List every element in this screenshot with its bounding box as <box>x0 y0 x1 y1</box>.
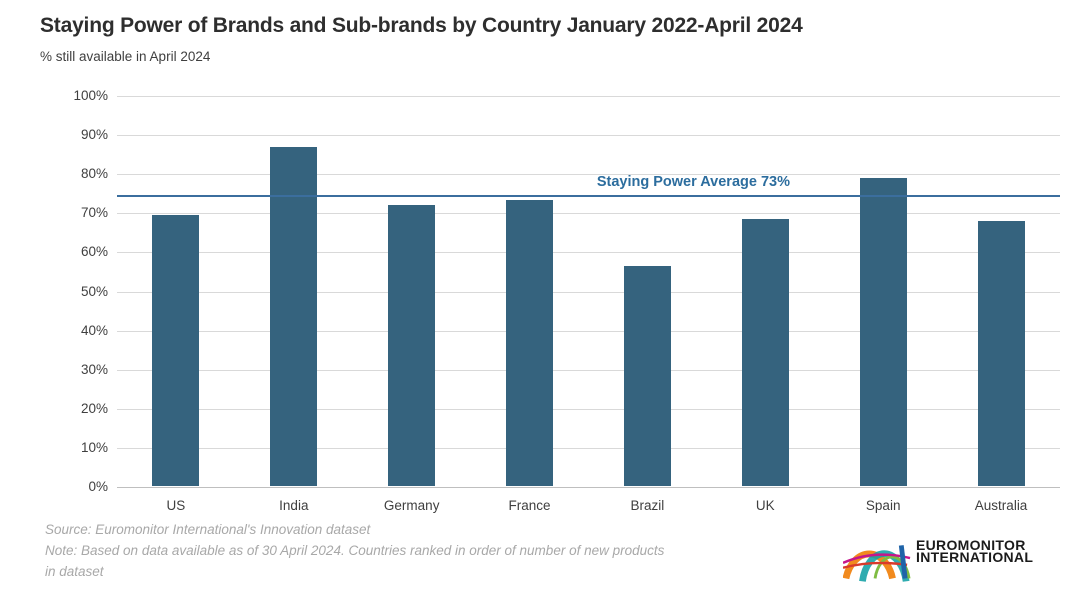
gridline <box>117 252 1060 254</box>
x-axis-tick-label: UK <box>755 498 775 513</box>
average-line <box>117 195 1060 198</box>
y-axis-tick-label: 70% <box>80 205 108 221</box>
x-axis-line <box>117 487 1060 488</box>
y-axis-tick-label: 80% <box>80 166 108 182</box>
source-note: Source: Euromonitor International's Inno… <box>45 519 664 582</box>
x-axis-tick-label: India <box>279 498 309 513</box>
gridline <box>117 330 1060 332</box>
chart-title: Staying Power of Brands and Sub-brands b… <box>40 14 803 37</box>
source-note-line: Source: Euromonitor International's Inno… <box>45 522 371 537</box>
x-axis-tick-label: France <box>508 498 551 513</box>
y-axis-tick-label: 0% <box>88 479 108 494</box>
bar-spain <box>859 178 907 486</box>
y-axis-tick-label: 40% <box>80 322 108 338</box>
gridline <box>117 291 1060 293</box>
bar-uk <box>741 219 789 486</box>
euromonitor-logo-mark-icon <box>843 545 911 582</box>
gridline <box>117 213 1060 215</box>
bar-us <box>152 215 200 486</box>
source-note-line: in dataset <box>45 564 104 579</box>
gridline <box>117 369 1060 371</box>
gridline <box>117 408 1060 410</box>
gridline <box>117 447 1060 449</box>
x-axis-tick-label: Australia <box>974 498 1028 513</box>
logo-text-line1: EUROMONITOR <box>916 537 1026 553</box>
bar-france <box>506 199 554 486</box>
gridline <box>117 174 1060 176</box>
y-axis-tick-label: 10% <box>80 439 108 455</box>
logo-text-line2: INTERNATIONAL <box>916 548 1034 565</box>
y-axis-tick-label: 60% <box>80 244 108 260</box>
average-line-label: Staying Power Average 73% <box>596 174 790 190</box>
bar-brazil <box>623 266 671 486</box>
euromonitor-logo: EUROMONITOR INTERNATIONAL <box>843 536 1033 582</box>
gridline <box>117 96 1060 97</box>
x-axis-tick-label: Spain <box>865 498 901 513</box>
x-axis-tick-label: Germany <box>383 498 440 513</box>
x-axis-tick-label: US <box>166 498 186 513</box>
euromonitor-logo-text: EUROMONITOR INTERNATIONAL <box>916 537 1034 565</box>
y-axis-tick-label: 90% <box>80 127 108 143</box>
bar-australia <box>977 221 1025 486</box>
chart-subtitle: % still available in April 2024 <box>40 49 211 64</box>
bar-india <box>270 146 318 486</box>
x-axis-tick-label: Brazil <box>630 498 665 513</box>
y-axis-tick-label: 20% <box>80 400 108 416</box>
gridline <box>117 135 1060 137</box>
y-axis-tick-label: 100% <box>73 88 108 103</box>
bar-germany <box>388 205 436 486</box>
y-axis-tick-label: 30% <box>80 361 108 377</box>
source-note-line: Note: Based on data available as of 30 A… <box>45 543 665 558</box>
y-axis-tick-label: 50% <box>80 283 108 299</box>
